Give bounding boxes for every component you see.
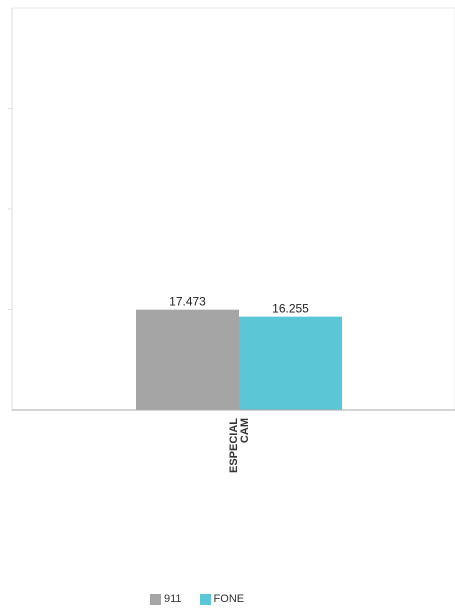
legend-label-fone: FONE	[213, 593, 245, 605]
legend: 911 FONE	[150, 593, 244, 605]
category-label: ESPECIALCAM	[228, 418, 251, 473]
legend-swatch-fone	[199, 593, 211, 605]
legend-swatch-911	[150, 593, 161, 605]
category-labels-group: ESPECIALCAM	[228, 418, 251, 473]
bars-group	[136, 309, 342, 410]
bar-911[interactable]	[136, 309, 239, 410]
bar-fone[interactable]	[239, 316, 342, 410]
y-axis-ticks	[8, 108, 12, 310]
legend-item-911[interactable]: 911	[150, 593, 182, 605]
legend-label-911: 911	[164, 593, 182, 605]
data-label-911: 17.473	[169, 295, 206, 309]
category-label-line: CAM	[239, 418, 251, 443]
data-label-fone: 16.255	[272, 302, 309, 316]
data-labels-group: 17.473 16.255	[169, 295, 309, 316]
legend-item-fone[interactable]: FONE	[199, 593, 245, 605]
category-label-line: ESPECIAL	[228, 418, 240, 473]
